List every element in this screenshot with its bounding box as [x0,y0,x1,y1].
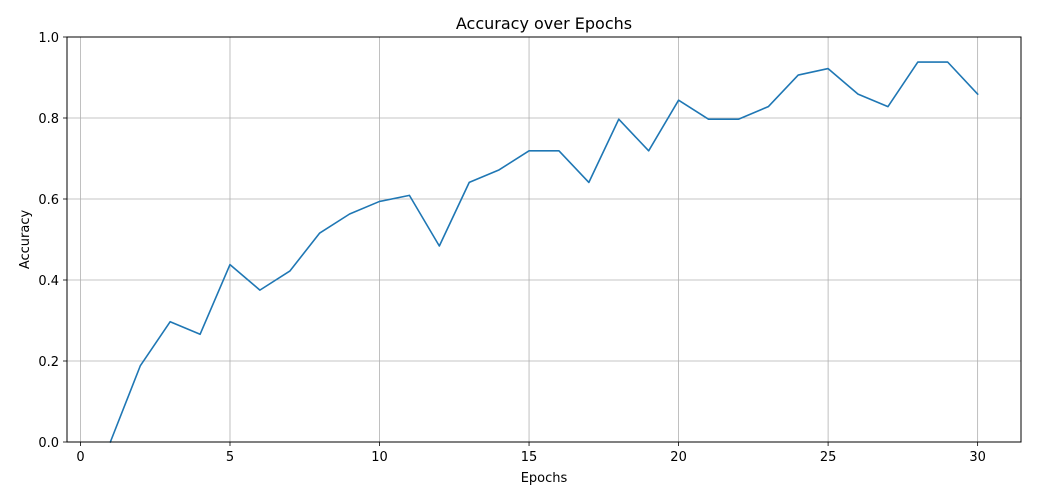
x-tick-label: 30 [969,450,986,465]
plot-frame [66,36,1022,443]
chart-title: Accuracy over Epochs [456,14,632,33]
y-tick-label: 0.4 [38,274,59,289]
y-tick-label: 0.8 [38,112,59,127]
y-axis-label: Accuracy [18,210,33,270]
y-tick-label: 0.0 [38,436,59,451]
x-tick-label: 20 [670,450,687,465]
x-tick-label: 5 [226,450,234,465]
x-tick-label: 10 [371,450,388,465]
y-tick-label: 0.2 [38,355,59,370]
y-tick-label: 0.6 [38,193,59,208]
grid-lines [67,36,1021,443]
x-tick-label: 15 [521,450,538,465]
axis-ticks: 0 5 10 15 20 25 30 0.0 0.2 0.4 0.6 0.8 1.0 [38,31,986,465]
x-axis-label: Epochs [521,471,568,486]
accuracy-series-line [109,61,979,444]
y-tick-label: 1.0 [38,31,59,46]
data-series [109,61,979,444]
x-tick-label: 0 [76,450,84,465]
x-tick-label: 25 [820,450,837,465]
